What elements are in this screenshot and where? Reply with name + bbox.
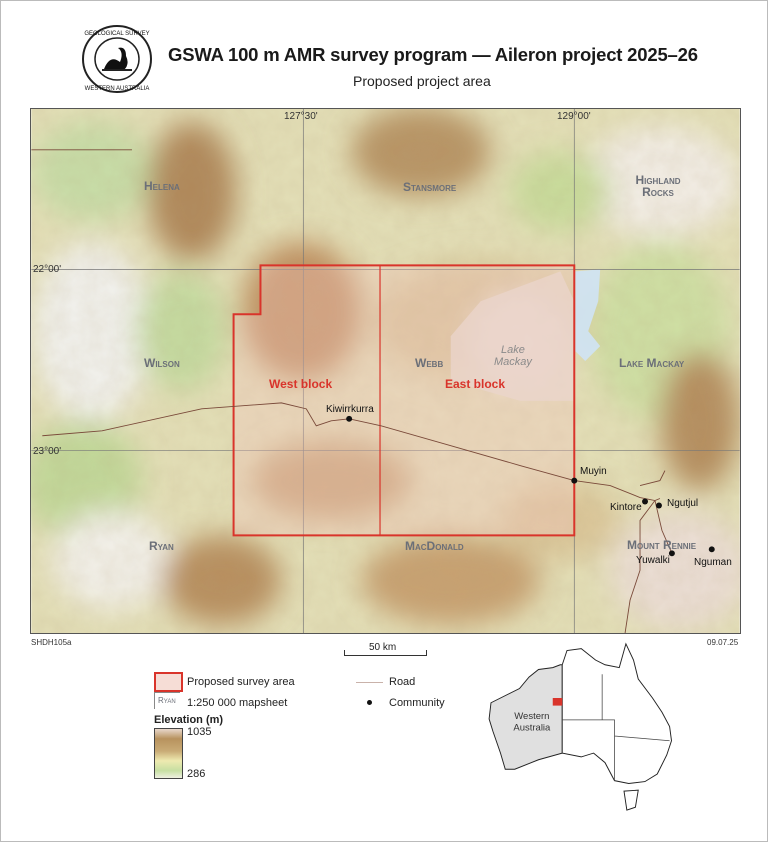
mapsheet-label-ryan: Ryan	[149, 539, 174, 553]
community-dot-kintore	[642, 498, 648, 505]
community-dots	[346, 415, 715, 557]
legend-survey-area-label: Proposed survey area	[187, 676, 295, 688]
mapsheet-label-helena: Helena	[144, 179, 180, 193]
map-subtitle: Proposed project area	[353, 73, 491, 89]
mapsheet-label-macdonald: MacDonald	[405, 539, 464, 553]
mapsheet-label-mount-rennie: Mount Rennie	[627, 538, 697, 552]
legend-community-label: Community	[389, 697, 445, 709]
legend-mapsheet-sample: Ryan	[154, 692, 180, 709]
longitude-label: 129°00'	[557, 111, 591, 122]
community-dot-yuwalki	[668, 550, 675, 557]
community-dot-nguman	[708, 546, 715, 553]
lake-label-line: Mackay	[494, 356, 532, 368]
legend-mapsheet-label: 1:250 000 mapsheet	[187, 697, 288, 709]
proposed-survey-area[interactable]	[232, 264, 576, 537]
mapsheet-label-highland-rocks: Highland Rocks	[635, 173, 681, 199]
map-date: 09.07.25	[707, 638, 739, 647]
road	[654, 500, 673, 554]
legend-elevation-max: 1035	[187, 726, 212, 738]
inset-state-label: Western	[514, 711, 549, 722]
latitude-label: 22°00'	[33, 264, 62, 275]
latitude-label: 23°00'	[33, 446, 62, 457]
mapsheet-label-webb: Webb	[415, 356, 444, 370]
lake-water	[575, 269, 601, 362]
legend-road-label: Road	[389, 676, 416, 688]
svg-text:GEOLOGICAL SURVEY: GEOLOGICAL SURVEY	[84, 31, 149, 37]
community-label-kintore: Kintore	[610, 502, 642, 513]
community-label-muyin: Muyin	[580, 466, 607, 477]
mapsheet-label-stansmore: Stansmore	[403, 180, 457, 194]
scale-bar	[344, 650, 427, 656]
community-dot-kiwirrkurra	[346, 415, 353, 422]
inset-project-location	[552, 698, 563, 706]
legend-community-dot	[367, 700, 372, 705]
legend-elevation-min: 286	[187, 768, 206, 780]
community-dot-muyin	[571, 477, 578, 484]
gswa-logo: GEOLOGICAL SURVEY WESTERN AUSTRALIA	[82, 25, 152, 93]
community-dot-ngutjul	[655, 502, 662, 509]
east-block-label: East block	[445, 377, 506, 391]
community-label-ngutjul: Ngutjul	[667, 498, 699, 509]
legend-road-line	[356, 682, 383, 683]
legend-elevation-ramp	[154, 728, 183, 779]
community-label-nguman: Nguman	[694, 557, 732, 568]
lake-mackay-salt-lake	[450, 271, 575, 401]
community-label-kiwirrkurra: Kiwirrkurra	[326, 404, 374, 415]
svg-text:WESTERN AUSTRALIA: WESTERN AUSTRALIA	[85, 86, 150, 92]
longitude-label: 127°30'	[284, 111, 318, 122]
elevation-map[interactable]	[30, 108, 741, 634]
scale-label: 50 km	[369, 642, 397, 653]
inset-state-label: Australia	[513, 722, 551, 733]
community-label-yuwalki: Yuwalki	[636, 555, 670, 566]
road	[42, 402, 661, 501]
road	[639, 470, 666, 486]
road	[624, 500, 656, 633]
lake-mackay-feature-label: Lake Mackay	[494, 344, 532, 368]
mapsheet-label-wilson: Wilson	[144, 356, 180, 370]
australia-inset-map: Western Australia	[488, 642, 672, 811]
map-title: GSWA 100 m AMR survey program — Aileron …	[168, 44, 698, 65]
lake-label-line: Lake	[501, 344, 525, 356]
west-block-label: West block	[269, 377, 333, 391]
map-code: SHDH105a	[31, 638, 72, 647]
legend-elevation-title: Elevation (m)	[154, 714, 224, 726]
legend-survey-area-swatch	[154, 672, 183, 692]
mapsheet-label-lake-mackay: Lake Mackay	[619, 356, 685, 370]
